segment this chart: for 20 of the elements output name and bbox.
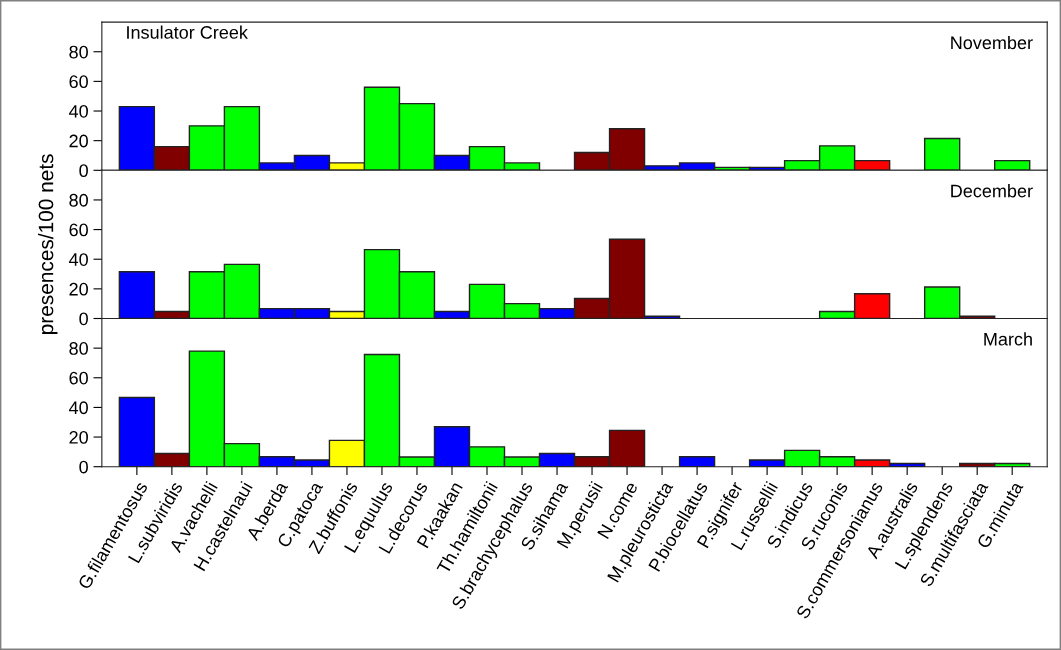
- y-tick-label: 40: [69, 104, 88, 118]
- y-tick-label: 0: [79, 164, 88, 178]
- annotation: March: [984, 332, 1032, 346]
- y-tick-label: 0: [79, 460, 88, 474]
- y-tick-label: 80: [69, 193, 88, 207]
- annotation: December: [951, 184, 1033, 198]
- y-tick-label: 20: [69, 134, 88, 148]
- y-tick-label: 20: [69, 430, 88, 444]
- y-tick-label: 40: [69, 401, 88, 415]
- y-tick-label: 60: [69, 75, 88, 89]
- y-tick-label: 40: [69, 253, 88, 266]
- y-tick-label: 0: [79, 312, 88, 326]
- y-tick-label: 20: [69, 282, 88, 296]
- annotation: Insulator Creek: [127, 25, 248, 39]
- y-tick-label: 80: [69, 342, 88, 355]
- y-axis-title: presences/100 nets: [38, 154, 58, 334]
- annotation: November: [951, 35, 1033, 50]
- y-tick-label: 80: [69, 45, 88, 59]
- y-tick-label: 60: [69, 223, 88, 237]
- y-tick-label: 60: [69, 371, 88, 385]
